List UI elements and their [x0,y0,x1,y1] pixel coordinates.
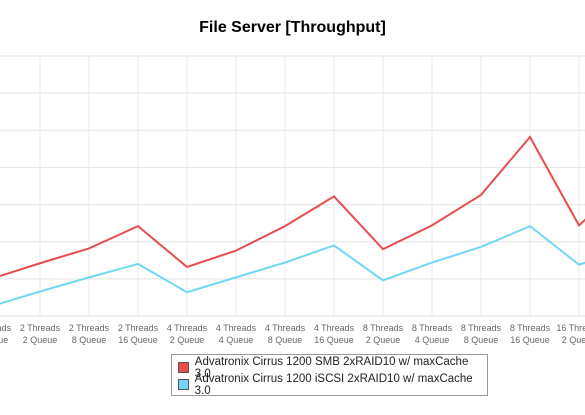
legend-label-smb: Advatronix Cirrus 1200 SMB 2xRAID10 w/ m… [194,355,469,380]
series-lines [0,135,585,305]
x-tick-label: 8 Threads 2 Queue [363,323,404,345]
x-tick-label: 4 Threads 8 Queue [265,323,306,345]
series-line-0 [0,135,585,278]
series-line-1 [0,224,585,305]
legend-label-iscsi: Advatronix Cirrus 1200 iSCSI 2xRAID10 w/… [194,372,473,397]
grid-lines [0,55,585,317]
chart-title: File Server [Throughput] [199,19,386,36]
x-tick-label: 2 Threads 16 Queue [118,323,159,345]
x-tick-label: 4 Threads 4 Queue [216,323,257,345]
legend-item-iscsi[interactable]: Advatronix Cirrus 1200 iSCSI 2xRAID10 w/… [178,373,481,397]
legend-swatch-iscsi [178,379,189,390]
x-tick-label: 4 Threads 16 Queue [314,323,355,345]
legend-item-smb[interactable]: Advatronix Cirrus 1200 SMB 2xRAID10 w/ m… [178,356,481,380]
legend-swatch-smb [178,362,189,373]
x-tick-label: 8 Threads 4 Queue [412,323,453,345]
x-tick-label: 2 Threads 8 Queue [69,323,110,345]
x-tick-label: 8 Threads 16 Queue [510,323,551,345]
x-tick-label: 2 Threads 2 Queue [20,323,61,345]
x-tick-label: 4 Threads 2 Queue [167,323,208,345]
legend: Advatronix Cirrus 1200 SMB 2xRAID10 w/ m… [171,354,488,397]
x-tick-label: 8 Threads 8 Queue [461,323,502,345]
